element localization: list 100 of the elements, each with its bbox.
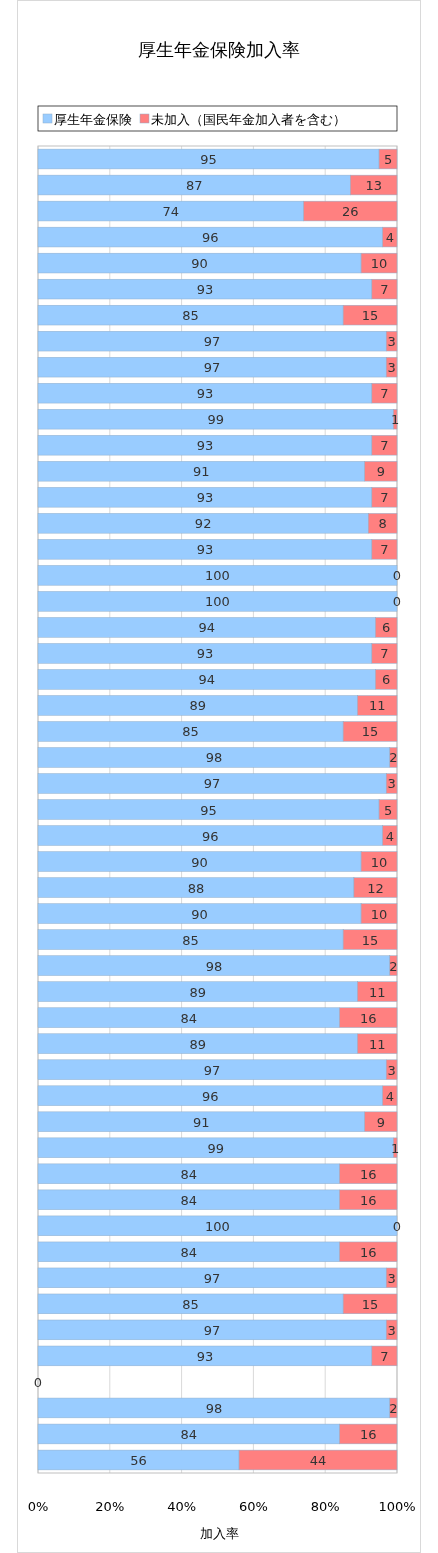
data-label: 7	[380, 646, 389, 662]
data-label: 93	[196, 282, 214, 298]
x-tick-label: 40%	[167, 1499, 197, 1514]
data-label: 84	[180, 1010, 198, 1026]
bar	[37, 1137, 394, 1158]
data-label: 9	[376, 1114, 385, 1130]
data-label: 4	[385, 230, 394, 246]
data-label: 8	[378, 516, 387, 532]
data-label: 97	[203, 360, 221, 376]
data-label: 2	[389, 958, 398, 974]
data-label: 94	[198, 672, 215, 688]
data-label: 12	[367, 880, 384, 896]
data-label: 1	[391, 412, 400, 428]
data-label: 90	[191, 854, 208, 870]
data-label: 3	[387, 334, 396, 350]
data-label: 3	[387, 1270, 396, 1286]
data-label: 95	[200, 802, 217, 818]
data-label: 91	[193, 464, 210, 480]
data-label: 93	[196, 490, 214, 506]
data-label: 93	[196, 386, 214, 402]
data-label: 16	[360, 1426, 377, 1442]
data-label: 85	[182, 1296, 199, 1312]
data-label: 7	[380, 438, 389, 454]
bar	[37, 591, 398, 612]
data-label: 44	[309, 1452, 327, 1468]
data-label: 10	[370, 854, 388, 870]
data-label: 0	[33, 1374, 43, 1390]
data-label: 99	[207, 1140, 224, 1156]
data-label: 88	[187, 880, 205, 896]
data-label: 89	[189, 984, 207, 1000]
data-label: 3	[387, 776, 396, 792]
data-label: 0	[392, 568, 402, 584]
data-label: 16	[360, 1244, 377, 1260]
data-label: 84	[180, 1166, 198, 1182]
legend-label: 未加入（国民年金加入者を含む）	[151, 111, 346, 127]
x-tick-label: 100%	[378, 1499, 416, 1514]
data-label: 74	[162, 204, 180, 220]
x-tick-label: 60%	[238, 1499, 268, 1514]
bar	[37, 1215, 398, 1236]
data-label: 97	[203, 1322, 221, 1338]
data-label: 7	[380, 1348, 389, 1364]
data-label: 2	[389, 750, 398, 766]
data-label: 56	[130, 1452, 147, 1468]
data-label: 3	[387, 1322, 396, 1338]
data-label: 85	[182, 932, 199, 948]
data-label: 0	[392, 594, 402, 610]
data-label: 97	[203, 1062, 221, 1078]
data-label: 6	[382, 620, 391, 636]
x-tick-label: 0%	[27, 1499, 49, 1514]
data-label: 93	[196, 438, 214, 454]
data-label: 11	[368, 1036, 386, 1052]
data-label: 13	[365, 178, 382, 194]
data-label: 94	[198, 620, 215, 636]
data-label: 89	[189, 1036, 207, 1052]
data-label: 26	[342, 204, 359, 220]
data-label: 15	[361, 1296, 379, 1312]
x-axis-title: 加入率	[199, 1526, 239, 1541]
data-label: 96	[202, 828, 219, 844]
data-label: 97	[203, 776, 221, 792]
data-label: 16	[360, 1010, 377, 1026]
data-label: 15	[361, 724, 379, 740]
data-label: 3	[387, 1062, 396, 1078]
data-label: 0	[392, 1218, 402, 1234]
data-label: 10	[370, 906, 388, 922]
data-label: 98	[205, 1400, 223, 1416]
data-label: 11	[368, 698, 386, 714]
data-label: 89	[189, 698, 207, 714]
data-label: 96	[202, 1088, 219, 1104]
data-label: 97	[203, 334, 221, 350]
data-label: 98	[205, 958, 223, 974]
data-label: 84	[180, 1244, 198, 1260]
x-tick-label: 80%	[310, 1499, 340, 1514]
data-label: 90	[191, 906, 208, 922]
data-label: 92	[194, 516, 212, 532]
data-label: 96	[202, 230, 219, 246]
data-label: 93	[196, 542, 214, 558]
data-label: 7	[380, 386, 389, 402]
data-label: 100	[205, 1218, 230, 1234]
data-label: 4	[385, 828, 394, 844]
data-label: 90	[191, 256, 208, 272]
data-label: 15	[361, 932, 379, 948]
bar	[37, 409, 394, 430]
data-label: 2	[389, 1400, 398, 1416]
legend-label: 厚生年金保険	[54, 111, 132, 127]
data-label: 100	[205, 568, 230, 584]
data-label: 16	[360, 1192, 377, 1208]
data-label: 3	[387, 360, 396, 376]
data-label: 84	[180, 1192, 198, 1208]
data-label: 84	[180, 1426, 198, 1442]
data-label: 85	[182, 308, 199, 324]
data-label: 91	[193, 1114, 210, 1130]
data-label: 5	[383, 802, 393, 818]
bar	[37, 565, 398, 586]
data-label: 5	[383, 152, 393, 168]
data-label: 93	[196, 1348, 214, 1364]
data-label: 87	[185, 178, 203, 194]
data-label: 98	[205, 750, 223, 766]
data-label: 7	[380, 282, 389, 298]
data-label: 99	[207, 412, 224, 428]
data-label: 10	[370, 256, 388, 272]
